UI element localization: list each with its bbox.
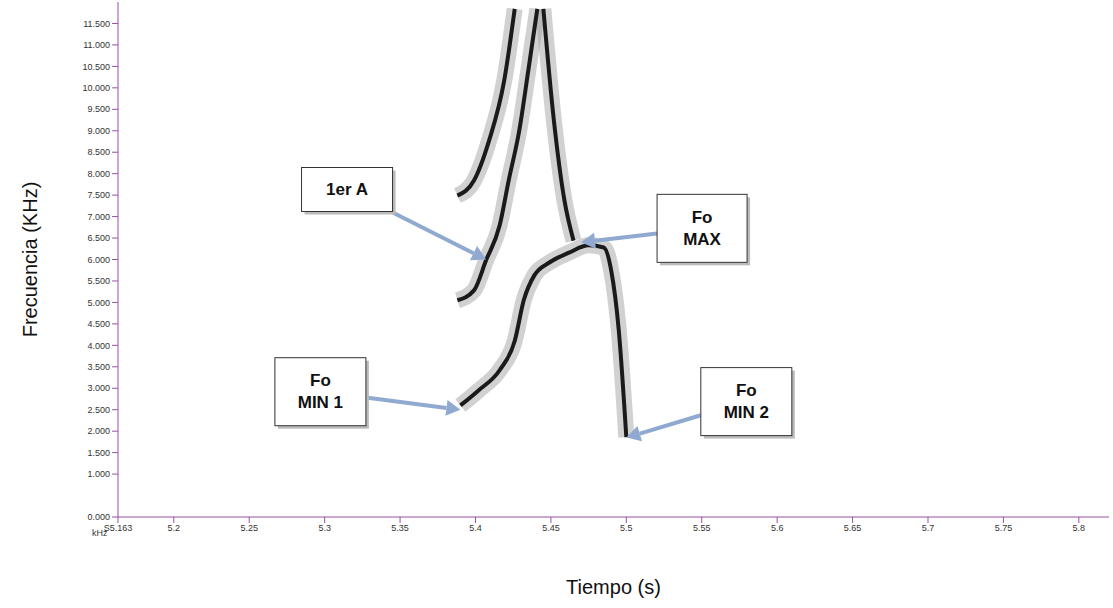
svg-text:5.45: 5.45 bbox=[542, 523, 560, 533]
svg-text:5.8: 5.8 bbox=[1073, 523, 1086, 533]
svg-text:4.000: 4.000 bbox=[87, 341, 110, 351]
svg-text:0.000: 0.000 bbox=[87, 512, 110, 522]
svg-text:Fo: Fo bbox=[310, 371, 331, 390]
svg-text:MIN 1: MIN 1 bbox=[298, 393, 343, 412]
svg-text:MIN 2: MIN 2 bbox=[724, 403, 769, 422]
svg-text:5.000: 5.000 bbox=[87, 298, 110, 308]
svg-text:MAX: MAX bbox=[683, 230, 721, 249]
svg-text:1.500: 1.500 bbox=[87, 448, 110, 458]
svg-text:5.3: 5.3 bbox=[318, 523, 331, 533]
svg-text:5.6: 5.6 bbox=[771, 523, 784, 533]
svg-text:5.75: 5.75 bbox=[995, 523, 1013, 533]
svg-text:6.000: 6.000 bbox=[87, 255, 110, 265]
svg-text:11.000: 11.000 bbox=[83, 40, 110, 50]
svg-text:10.500: 10.500 bbox=[82, 62, 110, 72]
svg-text:Tiempo (s): Tiempo (s) bbox=[566, 576, 661, 598]
svg-text:5.25: 5.25 bbox=[240, 523, 258, 533]
svg-text:8.000: 8.000 bbox=[87, 169, 110, 179]
svg-text:5.4: 5.4 bbox=[469, 523, 482, 533]
svg-text:5.5: 5.5 bbox=[620, 523, 633, 533]
svg-text:5.65: 5.65 bbox=[844, 523, 862, 533]
svg-text:10.000: 10.000 bbox=[82, 83, 110, 93]
svg-text:9.000: 9.000 bbox=[87, 126, 110, 136]
svg-text:3.000: 3.000 bbox=[87, 383, 110, 393]
svg-text:4.500: 4.500 bbox=[87, 319, 110, 329]
svg-text:S5.163: S5.163 bbox=[104, 523, 133, 533]
svg-text:5.7: 5.7 bbox=[922, 523, 935, 533]
svg-text:6.500: 6.500 bbox=[87, 233, 110, 243]
svg-text:2.000: 2.000 bbox=[87, 426, 110, 436]
svg-text:3.500: 3.500 bbox=[87, 362, 110, 372]
svg-text:5.500: 5.500 bbox=[87, 276, 110, 286]
svg-text:9.500: 9.500 bbox=[87, 104, 110, 114]
svg-text:1er A: 1er A bbox=[326, 180, 368, 199]
html-text:kHz: kHz bbox=[92, 528, 108, 538]
svg-text:Frecuencia (KHz): Frecuencia (KHz) bbox=[19, 182, 41, 338]
svg-text:5.35: 5.35 bbox=[391, 523, 409, 533]
svg-text:Fo: Fo bbox=[692, 208, 713, 227]
svg-text:7.000: 7.000 bbox=[87, 212, 110, 222]
svg-text:2.500: 2.500 bbox=[87, 405, 110, 415]
svg-text:5.2: 5.2 bbox=[168, 523, 181, 533]
svg-text:5.55: 5.55 bbox=[693, 523, 711, 533]
svg-text:1.000: 1.000 bbox=[87, 469, 110, 479]
svg-text:8.500: 8.500 bbox=[87, 147, 110, 157]
svg-text:Fo: Fo bbox=[736, 381, 757, 400]
svg-text:11.500: 11.500 bbox=[83, 19, 110, 29]
svg-text:7.500: 7.500 bbox=[87, 190, 110, 200]
